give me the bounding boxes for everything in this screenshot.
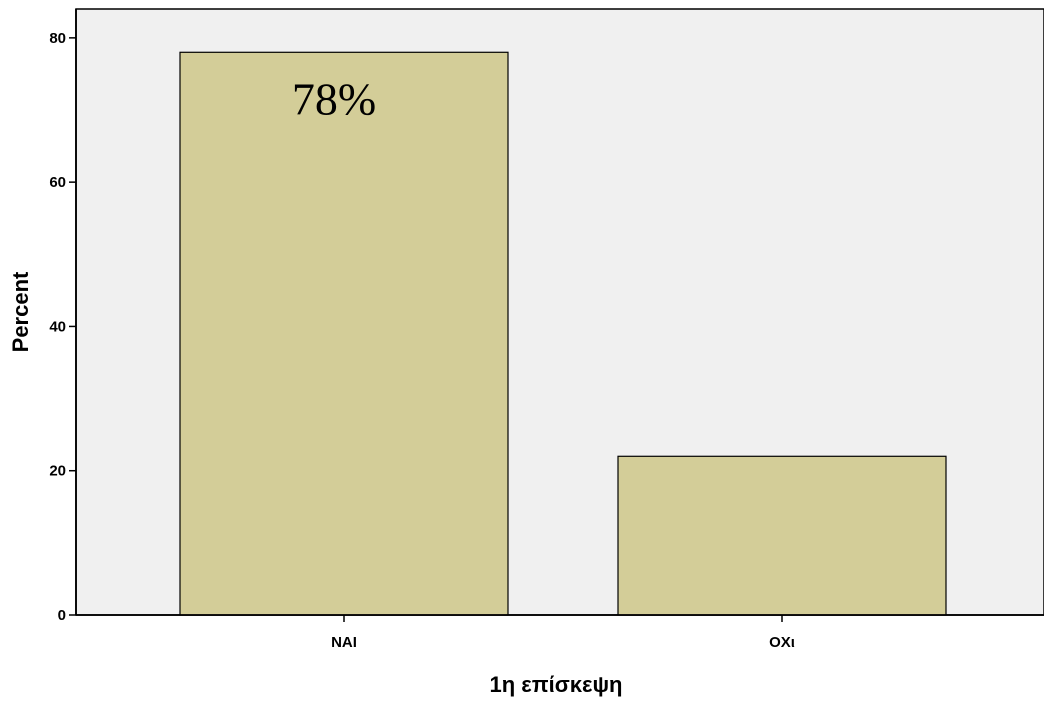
y-tick-label: 40 [49,318,66,335]
bar-oxι [617,455,947,616]
x-tick-label: NAI [331,634,357,651]
x-axis-title: 1η επίσκεψη [490,672,623,697]
x-tick-label: OXι [769,634,795,651]
ticks-layer: 0 20 40 60 80 NAI OXι [49,30,795,651]
y-tick-label: 20 [49,463,66,480]
y-tick-label: 80 [49,30,66,47]
y-tick-label: 60 [49,174,66,191]
data-label: 78% [292,73,376,124]
bar-nai [179,51,509,616]
y-axis-title: Percent [8,271,33,352]
axes-layer [75,9,1044,616]
labels-layer: 78% [292,73,376,124]
y-tick-label: 0 [58,607,66,624]
